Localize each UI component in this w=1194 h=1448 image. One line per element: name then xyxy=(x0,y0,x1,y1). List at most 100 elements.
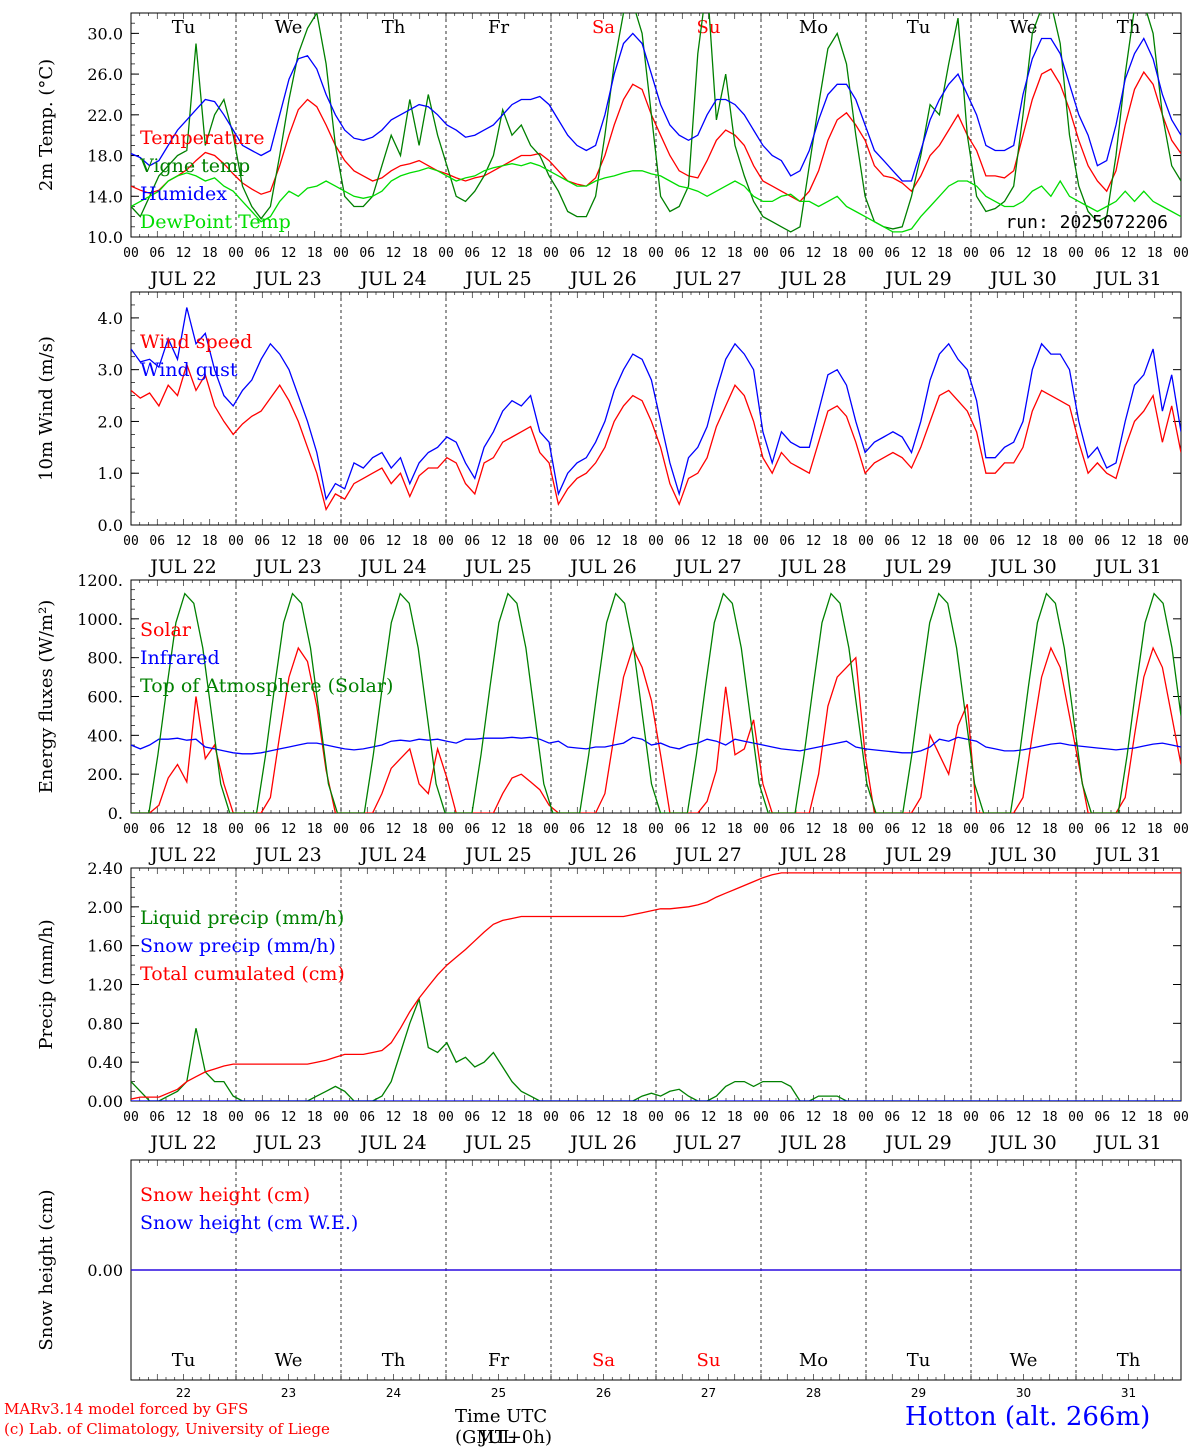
hour-tick-label: 00 xyxy=(438,246,454,261)
hour-tick-label: 18 xyxy=(1147,822,1163,837)
date-label: JUL 26 xyxy=(568,556,636,578)
hour-tick-label: 06 xyxy=(359,1110,375,1125)
hour-tick-label: 12 xyxy=(806,1110,822,1125)
hour-tick-label: 18 xyxy=(307,534,323,549)
hour-tick-label: 12 xyxy=(491,534,507,549)
legend-entry: Temperature xyxy=(140,127,264,149)
hour-tick-label: 06 xyxy=(1094,1110,1110,1125)
hour-tick-label: 00 xyxy=(123,1110,139,1125)
hour-tick-label: 12 xyxy=(911,822,927,837)
date-label: JUL 26 xyxy=(568,844,636,866)
hour-tick-label: 18 xyxy=(517,1110,533,1125)
legend-entry: Wind speed xyxy=(140,331,252,353)
hour-tick-label: 12 xyxy=(176,246,192,261)
y-tick-label: 0.40 xyxy=(87,1053,123,1072)
hour-tick-label: 12 xyxy=(1016,822,1032,837)
hour-tick-label: 06 xyxy=(884,1110,900,1125)
hour-tick-label: 06 xyxy=(569,534,585,549)
hour-tick-label: 06 xyxy=(884,822,900,837)
date-label: JUL 31 xyxy=(1093,268,1161,290)
hour-tick-label: 06 xyxy=(674,534,690,549)
date-label: JUL 26 xyxy=(568,268,636,290)
hour-tick-label: 18 xyxy=(1147,246,1163,261)
y-tick-label: 30.0 xyxy=(87,24,123,43)
date-label: JUL 28 xyxy=(778,844,846,866)
date-label: JUL 28 xyxy=(778,1132,846,1154)
hour-tick-label: 06 xyxy=(989,1110,1005,1125)
day-name-label: Th xyxy=(1117,17,1141,38)
hour-tick-label: 06 xyxy=(464,822,480,837)
y-tick-label: 800. xyxy=(87,649,123,668)
day-name-label: Su xyxy=(697,1350,721,1371)
hour-tick-label: 18 xyxy=(937,534,953,549)
hour-tick-label: 00 xyxy=(753,246,769,261)
hour-tick-label: 00 xyxy=(543,534,559,549)
hour-tick-label: 18 xyxy=(202,822,218,837)
hour-tick-label: 12 xyxy=(1121,246,1137,261)
hour-tick-label: 12 xyxy=(701,246,717,261)
hour-tick-label: 00 xyxy=(228,822,244,837)
day-name-label: Mo xyxy=(799,17,828,38)
y-tick-label: 2.40 xyxy=(87,859,123,878)
hour-tick-label: 18 xyxy=(832,534,848,549)
hour-tick-label: 18 xyxy=(727,246,743,261)
hour-tick-label: 06 xyxy=(254,822,270,837)
date-label: JUL 25 xyxy=(463,844,531,866)
date-label: JUL 29 xyxy=(883,268,951,290)
hour-tick-label: 00 xyxy=(543,246,559,261)
date-label: JUL 22 xyxy=(148,844,216,866)
date-label: JUL 28 xyxy=(778,268,846,290)
panel-5: 0.00 Snow height (cm) Tu We Th Fr Sa Su Mo Tu We Th… xyxy=(36,1159,1182,1400)
hour-tick-label: 12 xyxy=(806,246,822,261)
hour-tick-label: 12 xyxy=(491,822,507,837)
y-tick-label: 18.0 xyxy=(87,147,123,166)
hour-tick-label: 06 xyxy=(149,822,165,837)
day-number-label: 22 xyxy=(176,1386,191,1400)
hour-tick-label: 06 xyxy=(359,246,375,261)
hour-tick-label: 06 xyxy=(779,822,795,837)
date-label: JUL 26 xyxy=(568,1132,636,1154)
hour-tick-label: 00 xyxy=(963,534,979,549)
hour-tick-label: 18 xyxy=(937,1110,953,1125)
hour-tick-label: 06 xyxy=(569,246,585,261)
hour-tick-label: 00 xyxy=(438,534,454,549)
date-label: JUL 23 xyxy=(253,556,321,578)
date-label: JUL 27 xyxy=(673,268,741,290)
y-axis-title: 10m Wind (m/s) xyxy=(36,336,57,481)
hour-tick-label: 18 xyxy=(412,246,428,261)
hour-tick-label: 18 xyxy=(832,1110,848,1125)
date-label: JUL 24 xyxy=(358,556,426,578)
hour-tick-label: 18 xyxy=(937,246,953,261)
panel-2: 0.0 1.0 2.0 3.0 4.0 10m Wind (m/s) 00 06 12 18 00 0… xyxy=(36,291,1189,578)
hour-tick-label: 12 xyxy=(1121,534,1137,549)
series-line-temperature xyxy=(131,68,1181,203)
hour-tick-label: 00 xyxy=(858,822,874,837)
hour-tick-label: 12 xyxy=(386,534,402,549)
hour-tick-label: 18 xyxy=(517,534,533,549)
hour-tick-label: 12 xyxy=(701,1110,717,1125)
day-number-label: 23 xyxy=(281,1386,296,1400)
date-label: JUL 25 xyxy=(463,1132,531,1154)
date-label: JUL 30 xyxy=(988,556,1056,578)
hour-tick-label: 06 xyxy=(464,246,480,261)
hour-tick-label: 18 xyxy=(307,1110,323,1125)
y-axis-title: 2m Temp. (°C) xyxy=(36,59,57,191)
hour-tick-label: 06 xyxy=(569,822,585,837)
date-label: JUL 30 xyxy=(988,844,1056,866)
y-tick-label: 1200. xyxy=(77,571,123,590)
day-number-label: 25 xyxy=(491,1386,506,1400)
legend-entry: Snow precip (mm/h) xyxy=(140,935,336,957)
date-label: JUL 29 xyxy=(883,844,951,866)
hour-tick-label: 00 xyxy=(1173,822,1189,837)
hour-tick-label: 18 xyxy=(622,246,638,261)
day-number-label: 30 xyxy=(1016,1386,1031,1400)
panel-3: 0. 200. 400. 600. 800. 1000. 1200. Energy fluxe… xyxy=(36,571,1189,866)
hour-tick-label: 18 xyxy=(307,822,323,837)
hour-tick-label: 12 xyxy=(281,246,297,261)
hour-tick-label: 00 xyxy=(228,1110,244,1125)
hour-tick-label: 00 xyxy=(1068,246,1084,261)
y-tick-label: 600. xyxy=(87,688,123,707)
date-label: JUL 30 xyxy=(988,268,1056,290)
y-tick-label: 0.0 xyxy=(98,516,123,535)
date-label: JUL 31 xyxy=(1093,556,1161,578)
